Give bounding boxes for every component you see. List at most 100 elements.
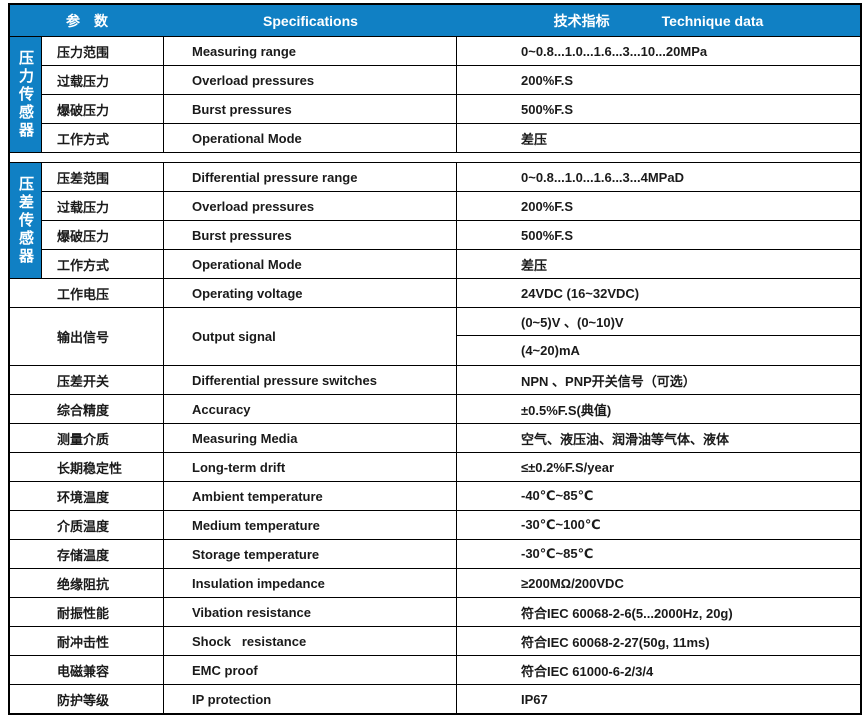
table-row: 爆破压力 Burst pressures 500%F.S (42, 221, 860, 250)
param-cell: 爆破压力 (42, 221, 164, 249)
spec-cell: Operational Mode (164, 250, 457, 278)
param-cell: 绝缘阻抗 (10, 569, 164, 597)
diff-pressure-sensor-section: 压差传感器 压差范围 Differential pressure range 0… (10, 163, 860, 279)
header-technique-data: 技术指标 Technique data (457, 11, 860, 31)
spec-cell: Long-term drift (164, 453, 457, 481)
value-cell: 500%F.S (521, 101, 574, 117)
table-row: 综合精度 Accuracy ±0.5%F.S(典值) (10, 395, 860, 424)
param-cell: 工作方式 (42, 124, 164, 152)
table-row: 环境温度 Ambient temperature -40℃~85℃ (10, 482, 860, 511)
param-cell: 电磁兼容 (10, 656, 164, 684)
value-cell: (4~20)mA (521, 342, 580, 358)
spec-cell: Vibation resistance (164, 598, 457, 626)
param-cell: 环境温度 (10, 482, 164, 510)
param-cell: 输出信号 (10, 308, 164, 365)
value-cell: 空气、液压油、润滑油等气体、液体 (521, 431, 730, 447)
spec-cell: Insulation impedance (164, 569, 457, 597)
value-cell: 200%F.S (521, 198, 574, 214)
table-header: 参 数 Specifications 技术指标 Technique data (10, 5, 860, 37)
spec-cell: Medium temperature (164, 511, 457, 539)
value-cell: IP67 (521, 691, 548, 707)
section-divider (10, 153, 860, 163)
spec-cell: Storage temperature (164, 540, 457, 568)
param-cell: 防护等级 (10, 685, 164, 713)
spec-cell: Operational Mode (164, 124, 457, 152)
param-cell: 介质温度 (10, 511, 164, 539)
param-cell: 耐冲击性 (10, 627, 164, 655)
param-cell: 压差范围 (42, 163, 164, 191)
table-row: 介质温度 Medium temperature -30℃~100℃ (10, 511, 860, 540)
value-cell: 符合IEC 60068-2-6(5...2000Hz, 20g) (521, 605, 733, 621)
spec-cell: Shock resistance (164, 627, 457, 655)
spec-cell: Differential pressure range (164, 163, 457, 191)
table-row: 防护等级 IP protection IP67 (10, 685, 860, 713)
value-cell: 200%F.S (521, 72, 574, 88)
table-row: 存储温度 Storage temperature -30℃~85℃ (10, 540, 860, 569)
section-label-diff-pressure-sensor: 压差传感器 (10, 163, 42, 278)
spec-cell: Ambient temperature (164, 482, 457, 510)
header-technique-data-en: Technique data (661, 12, 764, 29)
table-row: 压差范围 Differential pressure range 0~0.8..… (42, 163, 860, 192)
spec-cell: Differential pressure switches (164, 366, 457, 394)
value-cell: -30℃~100℃ (521, 517, 601, 532)
pressure-sensor-section: 压力传感器 压力范围 Measuring range 0~0.8...1.0..… (10, 37, 860, 153)
param-cell: 耐振性能 (10, 598, 164, 626)
spec-cell: Measuring Media (164, 424, 457, 452)
param-cell: 工作电压 (10, 279, 164, 307)
table-row: 爆破压力 Burst pressures 500%F.S (42, 95, 860, 124)
param-cell: 综合精度 (10, 395, 164, 423)
value-cell: 符合IEC 61000-6-2/3/4 (521, 663, 654, 679)
table-row: 工作电压 Operating voltage 24VDC (16~32VDC) (10, 279, 860, 308)
param-cell: 测量介质 (10, 424, 164, 452)
value-cell: 0~0.8...1.0...1.6...3...10...20MPa (521, 43, 708, 59)
value-cell: 0~0.8...1.0...1.6...3...4MPaD (521, 169, 684, 185)
table-row: 过载压力 Overload pressures 200%F.S (42, 192, 860, 221)
value-cell: -30℃~85℃ (521, 546, 594, 561)
param-cell: 长期稳定性 (10, 453, 164, 481)
table-row: 测量介质 Measuring Media 空气、液压油、润滑油等气体、液体 (10, 424, 860, 453)
header-technique-data-cn: 技术指标 (553, 12, 610, 29)
value-cell: 差压 (521, 131, 548, 147)
value-cell: ≤±0.2%F.S/year (521, 459, 615, 475)
spec-cell: IP protection (164, 685, 457, 713)
value-cell: 24VDC (16~32VDC) (521, 285, 640, 301)
value-cell: 符合IEC 60068-2-27(50g, 11ms) (521, 634, 710, 650)
table-row: 耐冲击性 Shock resistance 符合IEC 60068-2-27(5… (10, 627, 860, 656)
spec-cell: Output signal (164, 308, 457, 365)
value-cell: ≥200MΩ/200VDC (521, 575, 624, 591)
table-row: 压力范围 Measuring range 0~0.8...1.0...1.6..… (42, 37, 860, 66)
value-cell: ±0.5%F.S(典值) (521, 402, 612, 418)
table-row-output-signal: 输出信号 Output signal (0~5)V 、(0~10)V (4~20… (10, 308, 860, 366)
table-row: 长期稳定性 Long-term drift ≤±0.2%F.S/year (10, 453, 860, 482)
spec-cell: Overload pressures (164, 66, 457, 94)
spec-cell: Operating voltage (164, 279, 457, 307)
spec-cell: EMC proof (164, 656, 457, 684)
spec-cell: Burst pressures (164, 221, 457, 249)
value-cell: NPN 、PNP开关信号（可选） (521, 373, 696, 389)
spec-cell: Burst pressures (164, 95, 457, 123)
header-specifications: Specifications (263, 12, 358, 29)
spec-cell: Accuracy (164, 395, 457, 423)
value-cell: 差压 (521, 257, 548, 273)
param-cell: 爆破压力 (42, 95, 164, 123)
table-row: 耐振性能 Vibation resistance 符合IEC 60068-2-6… (10, 598, 860, 627)
table-row: 工作方式 Operational Mode 差压 (42, 124, 860, 152)
param-cell: 工作方式 (42, 250, 164, 278)
specification-table: 参 数 Specifications 技术指标 Technique data 压… (8, 3, 862, 715)
table-row: 压差开关 Differential pressure switches NPN … (10, 366, 860, 395)
param-cell: 过载压力 (42, 192, 164, 220)
param-cell: 过载压力 (42, 66, 164, 94)
param-cell: 压力范围 (42, 37, 164, 65)
table-row: 绝缘阻抗 Insulation impedance ≥200MΩ/200VDC (10, 569, 860, 598)
param-cell: 压差开关 (10, 366, 164, 394)
table-row: 工作方式 Operational Mode 差压 (42, 250, 860, 278)
value-cell: (0~5)V 、(0~10)V (457, 308, 860, 336)
spec-cell: Overload pressures (164, 192, 457, 220)
section-label-pressure-sensor: 压力传感器 (10, 37, 42, 152)
header-param: 参 数 (66, 12, 108, 29)
param-cell: 存储温度 (10, 540, 164, 568)
table-row: 电磁兼容 EMC proof 符合IEC 61000-6-2/3/4 (10, 656, 860, 685)
value-cell: -40℃~85℃ (521, 488, 594, 503)
table-row: 过载压力 Overload pressures 200%F.S (42, 66, 860, 95)
spec-cell: Measuring range (164, 37, 457, 65)
